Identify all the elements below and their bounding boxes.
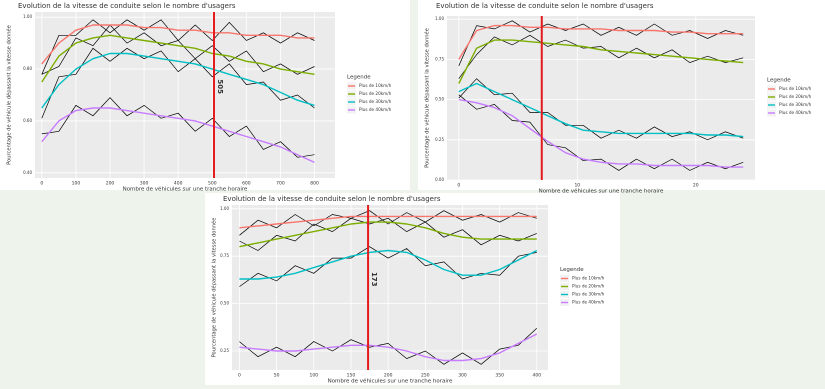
- x-tick-label: 0: [238, 373, 241, 379]
- legend-label: Plus de 20km/h: [779, 94, 812, 99]
- y-tick-label: 0.40: [23, 170, 32, 175]
- x-tick-label: 800: [310, 181, 319, 187]
- raw-line: [458, 94, 744, 171]
- x-tick-label: 20: [693, 183, 699, 189]
- y-tick-label: 0.25: [220, 348, 229, 353]
- x-tick-label: 0: [40, 181, 43, 187]
- smooth-line: [41, 107, 315, 164]
- smooth-line: [239, 249, 538, 280]
- y-tick-label: 0.00: [435, 177, 444, 182]
- threshold-label: 505: [216, 79, 224, 94]
- x-tick-label: 300: [140, 181, 149, 187]
- chart-title: Evolution de la vitesse de conduite selo…: [436, 2, 654, 10]
- smooth-line: [239, 221, 537, 248]
- x-tick-label: 150: [347, 373, 356, 379]
- x-tick-label: 200: [106, 181, 115, 187]
- y-axis-label: Pourcentage de véhicule dépassant la vit…: [424, 28, 431, 168]
- x-axis-label: Nombre de véhicules sur une tranche hora…: [123, 186, 248, 193]
- raw-line: [41, 47, 315, 119]
- legend-label: Plus de 10km/h: [359, 83, 392, 88]
- smooth-line: [41, 52, 315, 109]
- raw-line: [239, 328, 538, 365]
- x-tick-label: 200: [384, 373, 393, 379]
- x-tick-label: 300: [458, 373, 467, 379]
- smooth-line: [458, 82, 744, 138]
- x-tick-label: 700: [276, 181, 285, 187]
- smooth-line: [41, 24, 315, 65]
- y-tick-label: 0.80: [23, 66, 32, 71]
- threshold-label: 173: [370, 272, 378, 287]
- y-tick-label: 1.00: [220, 206, 229, 211]
- legend-label: Plus de 10km/h: [779, 86, 812, 91]
- y-tick-label: 0.25: [435, 137, 444, 142]
- y-tick-label: 0.50: [435, 97, 444, 102]
- smooth-line: [41, 34, 315, 83]
- smooth-line: [458, 39, 744, 84]
- legend-title: Legende: [347, 75, 371, 81]
- legend-label: Plus de 20km/h: [572, 284, 605, 289]
- raw-line: [41, 97, 315, 158]
- x-tick-label: 0: [457, 183, 460, 189]
- y-tick-label: 0.60: [23, 118, 32, 123]
- y-tick-label: 0.75: [220, 253, 229, 258]
- x-tick-label: 350: [495, 373, 504, 379]
- legend-label: Plus de 10km/h: [572, 276, 605, 281]
- y-axis-label: Pourcentage de véhicule dépassant la vit…: [211, 218, 218, 358]
- smooth-line: [239, 333, 538, 362]
- legend-label: Plus de 40km/h: [359, 107, 392, 112]
- raw-line: [239, 217, 537, 251]
- x-tick-label: 500: [208, 181, 217, 187]
- chart-title: Evolution de la vitesse de conduite selo…: [223, 195, 441, 203]
- x-tick-label: 600: [242, 181, 251, 187]
- smooth-line: [458, 98, 744, 168]
- legend-label: Plus de 30km/h: [359, 99, 392, 104]
- legend-label: Plus de 20km/h: [359, 91, 392, 96]
- x-axis-label: Nombre de véhicules sur une tranche hora…: [539, 188, 664, 195]
- smooth-line: [458, 24, 744, 60]
- x-tick-label: 400: [174, 181, 183, 187]
- raw-line: [41, 24, 315, 75]
- x-axis-label: Nombre de véhicules sur une tranche hora…: [328, 378, 453, 385]
- plot-area: [232, 205, 548, 370]
- x-tick-label: 250: [421, 373, 430, 379]
- y-tick-label: 0.75: [435, 56, 444, 61]
- plot-area: [447, 16, 755, 180]
- legend-title: Legende: [767, 78, 791, 84]
- x-tick-label: 10: [574, 183, 580, 189]
- x-tick-label: 100: [72, 181, 81, 187]
- y-tick-label: 1.00: [23, 14, 32, 19]
- chart-title: Evolution de la vitesse de conduite selo…: [18, 2, 236, 10]
- x-tick-label: 50: [274, 373, 280, 379]
- x-tick-label: 100: [309, 373, 318, 379]
- smooth-line: [239, 215, 537, 229]
- legend-label: Plus de 40km/h: [572, 300, 605, 305]
- y-tick-label: 1.00: [435, 16, 444, 21]
- raw-line: [458, 34, 744, 79]
- y-axis-label: Pourcentage de véhicule dépassant la vit…: [6, 25, 13, 165]
- legend-title: Legende: [560, 267, 584, 273]
- y-tick-label: 0.50: [220, 301, 229, 306]
- x-tick-label: 400: [533, 373, 542, 379]
- legend-label: Plus de 30km/h: [779, 102, 812, 107]
- legend-label: Plus de 40km/h: [779, 110, 812, 115]
- legend-label: Plus de 30km/h: [572, 292, 605, 297]
